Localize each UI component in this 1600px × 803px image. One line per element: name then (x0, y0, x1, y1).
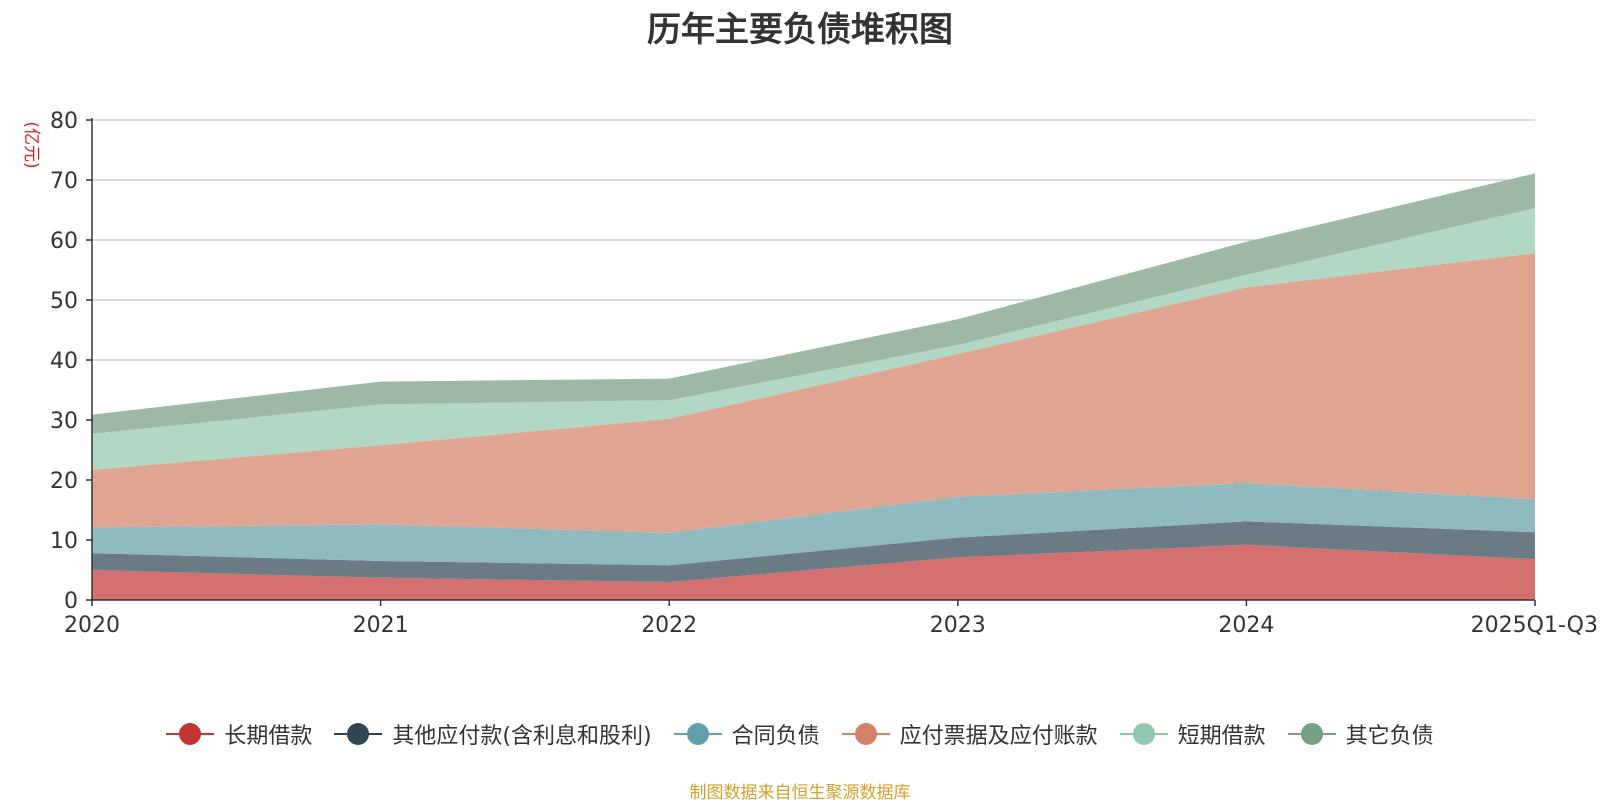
x-tick-label: 2020 (64, 613, 120, 638)
legend-marker-icon (334, 722, 383, 746)
x-tick-label: 2024 (1218, 613, 1274, 638)
y-unit-label: (亿元) (21, 121, 41, 168)
legend: 长期借款 其他应付款(含利息和股利) 合同负债 应付票据及应付账款 短期借款 其它负债 (0, 718, 1600, 750)
legend-marker-icon (1287, 722, 1336, 746)
chart-title: 历年主要负债堆积图 (647, 10, 953, 50)
legend-item[interactable]: 短期借款 (1119, 718, 1266, 750)
area-series-3 (92, 483, 1535, 566)
legend-marker-icon (1119, 722, 1168, 746)
area-series-2 (92, 521, 1535, 582)
y-tick-label: 60 (50, 229, 78, 254)
legend-marker-icon (841, 722, 890, 746)
y-tick-label: 20 (50, 469, 78, 494)
y-tick-label: 70 (50, 169, 78, 194)
legend-marker-icon (673, 722, 722, 746)
area-series-6 (92, 173, 1535, 434)
source-note: 制图数据来自恒生聚源数据库 (689, 783, 911, 803)
legend-label: 其他应付款(含利息和股利) (392, 724, 652, 749)
legend-item[interactable]: 长期借款 (166, 718, 312, 750)
x-tick-label: 2021 (353, 613, 409, 638)
legend-item[interactable]: 其它负债 (1287, 718, 1434, 750)
axes (86, 118, 1536, 606)
y-tick-label: 40 (50, 349, 78, 374)
x-tick-label: 2022 (641, 613, 697, 638)
x-tick-label: 2023 (930, 613, 986, 638)
y-tick-label: 50 (50, 289, 78, 314)
area-series-layer (92, 173, 1535, 600)
legend-label: 应付票据及应付账款 (899, 724, 1098, 749)
tick-labels: 0 10 20 30 40 50 60 70 80 2020 2021 2022 2023 2024 202… (21, 109, 1598, 638)
legend-item[interactable]: 其他应付款(含利息和股利) (334, 718, 652, 750)
x-tick-label: 2025Q1-Q3 (1471, 613, 1598, 638)
legend-label: 其它负债 (1345, 724, 1434, 749)
legend-marker-icon (166, 722, 215, 746)
area-series-1 (92, 544, 1535, 600)
y-tick-label: 80 (50, 109, 78, 134)
legend-item[interactable]: 合同负债 (673, 718, 820, 750)
legend-label: 长期借款 (224, 724, 313, 749)
y-tick-label: 30 (50, 409, 78, 434)
area-series-5 (92, 208, 1535, 470)
legend-label: 短期借款 (1177, 724, 1266, 749)
y-tick-label: 10 (50, 529, 78, 554)
legend-label: 合同负债 (731, 724, 820, 749)
y-tick-label: 0 (64, 589, 78, 614)
legend-item[interactable]: 应付票据及应付账款 (841, 718, 1098, 750)
area-series-4 (92, 253, 1535, 533)
